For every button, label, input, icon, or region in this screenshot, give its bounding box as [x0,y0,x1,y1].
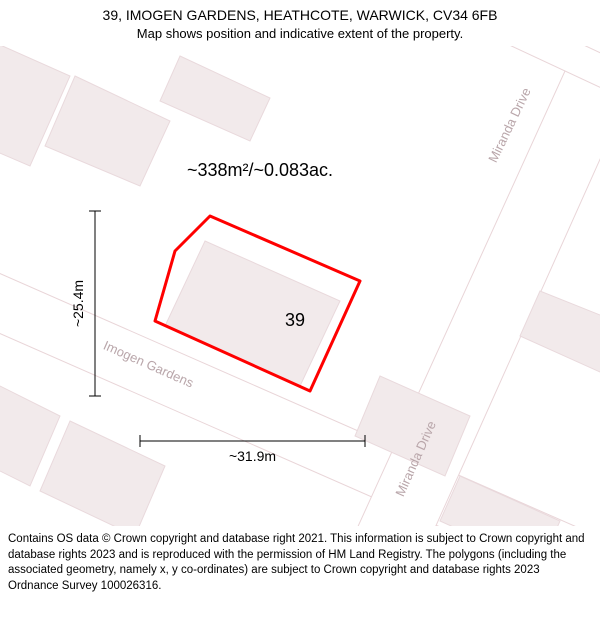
width-label: ~31.9m [229,448,276,464]
house-number: 39 [285,310,305,330]
property-map: Imogen GardensMiranda DriveMiranda Drive… [0,46,600,526]
map-container: Imogen GardensMiranda DriveMiranda Drive… [0,46,600,526]
copyright-footer: Contains OS data © Crown copyright and d… [0,526,600,594]
subtitle-line: Map shows position and indicative extent… [0,25,600,43]
header: 39, IMOGEN GARDENS, HEATHCOTE, WARWICK, … [0,0,600,42]
height-label: ~25.4m [70,280,86,327]
address-line: 39, IMOGEN GARDENS, HEATHCOTE, WARWICK, … [0,6,600,25]
area-label: ~338m²/~0.083ac. [187,160,333,180]
